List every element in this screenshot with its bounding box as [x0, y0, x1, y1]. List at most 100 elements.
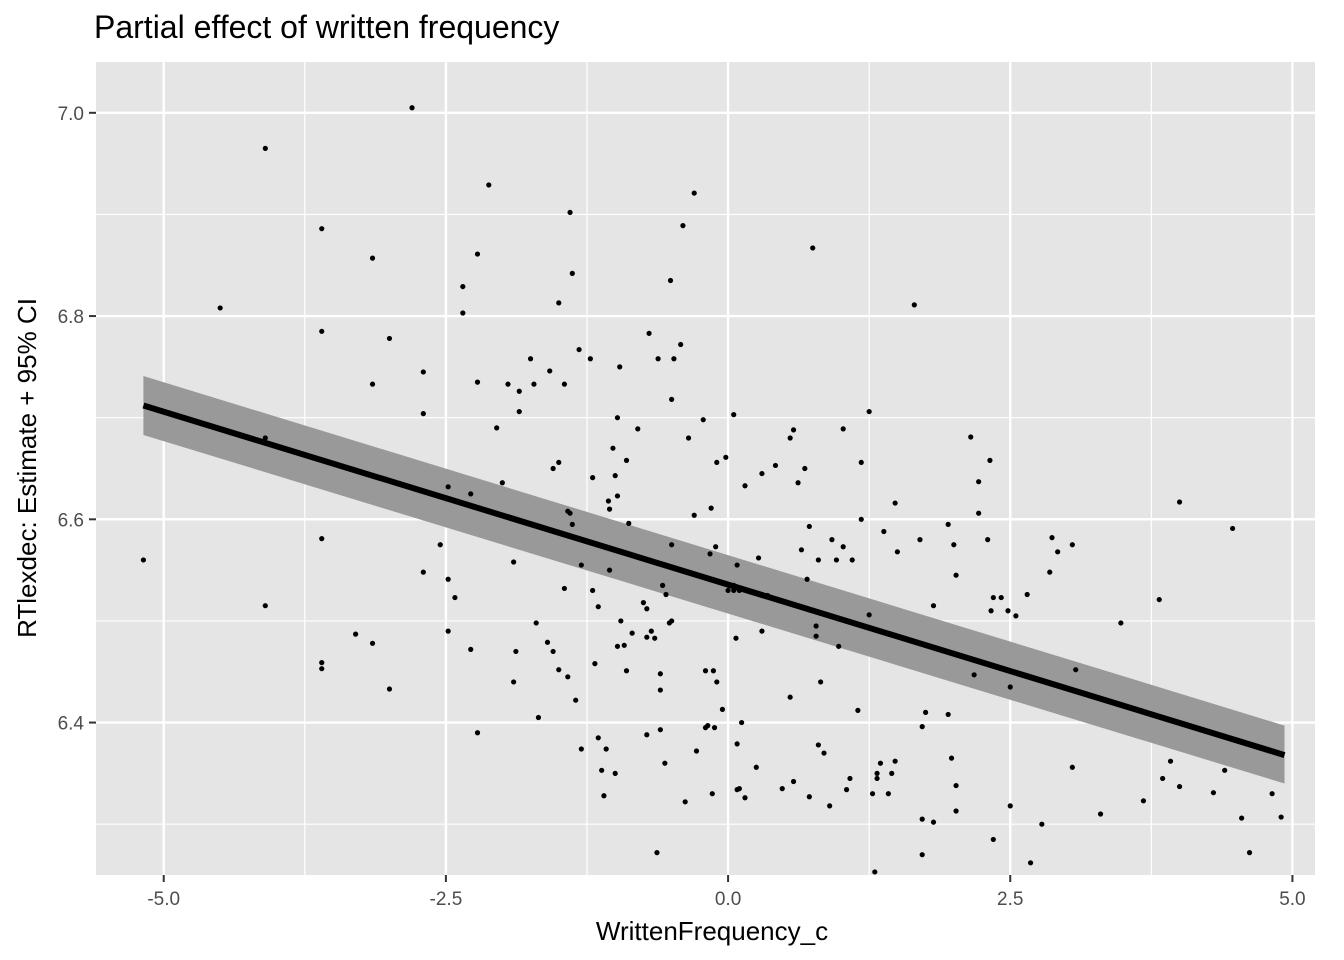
data-point — [513, 648, 519, 655]
data-point — [319, 226, 325, 232]
data-point — [945, 711, 951, 718]
x-axis-ticks: -5.0 -2.5 0.0 2.5 5.0 — [147, 875, 1306, 910]
data-point — [669, 396, 675, 402]
data-point — [858, 459, 864, 466]
data-point — [976, 510, 982, 516]
data-point — [1007, 684, 1013, 690]
data-point — [759, 628, 765, 634]
data-point — [1055, 549, 1061, 555]
data-point — [866, 612, 872, 618]
data-point — [951, 542, 957, 548]
data-point — [1073, 667, 1079, 673]
x-tick-label: -5.0 — [147, 889, 180, 910]
data-point — [618, 618, 624, 624]
data-point — [874, 775, 880, 782]
data-point — [922, 709, 929, 716]
data-point — [705, 723, 711, 729]
data-point — [847, 775, 853, 782]
data-point — [919, 724, 925, 730]
data-point — [369, 381, 376, 387]
data-point — [892, 500, 898, 506]
y-tick-label: 6.6 — [58, 510, 84, 531]
data-point — [1278, 814, 1284, 820]
data-point — [971, 672, 977, 678]
data-point — [531, 381, 537, 387]
data-point — [623, 457, 630, 463]
data-point — [353, 631, 359, 637]
data-point — [576, 346, 582, 353]
data-point — [1097, 811, 1104, 817]
data-point — [872, 869, 878, 875]
data-point — [644, 634, 650, 640]
data-point — [657, 687, 663, 693]
data-point — [623, 668, 630, 674]
data-point — [759, 470, 765, 477]
major-gridlines — [96, 62, 1315, 875]
data-point — [635, 426, 641, 432]
chart-title: Partial effect of written frequency — [94, 9, 559, 45]
data-point — [736, 786, 742, 792]
data-point — [976, 479, 982, 485]
data-point — [734, 741, 740, 747]
data-point — [590, 587, 596, 594]
data-point — [945, 521, 951, 527]
data-point — [486, 182, 492, 188]
data-point — [723, 454, 729, 460]
data-point — [1027, 860, 1034, 866]
data-point — [640, 600, 647, 606]
data-point — [1167, 758, 1174, 764]
data-point — [691, 512, 697, 518]
data-point — [787, 694, 793, 700]
data-point — [790, 778, 797, 785]
data-point — [217, 305, 223, 311]
data-point — [667, 277, 674, 284]
data-point — [802, 465, 808, 472]
data-point — [731, 412, 737, 418]
data-point — [948, 755, 955, 761]
data-point — [499, 480, 505, 486]
data-point — [614, 643, 621, 649]
data-point — [806, 523, 812, 530]
data-point — [437, 542, 443, 548]
data-point — [1049, 535, 1055, 541]
data-point — [693, 748, 700, 754]
data-point — [511, 559, 517, 565]
data-point — [840, 544, 846, 550]
data-point — [610, 445, 616, 451]
data-point — [646, 330, 652, 336]
data-point — [734, 562, 740, 568]
data-point — [881, 528, 887, 535]
data-point — [709, 791, 715, 797]
data-point — [140, 557, 147, 563]
data-point — [813, 623, 819, 629]
data-point — [804, 576, 810, 582]
data-point — [578, 562, 584, 568]
data-point — [998, 594, 1004, 601]
data-point — [578, 746, 584, 752]
data-point — [953, 782, 959, 789]
data-point — [1047, 569, 1053, 575]
data-point — [1160, 775, 1166, 782]
data-point — [691, 190, 697, 196]
data-point — [953, 572, 959, 578]
data-point — [603, 746, 609, 752]
data-point — [829, 537, 835, 543]
data-point — [1069, 764, 1075, 770]
data-point — [621, 642, 627, 648]
data-point — [990, 836, 996, 843]
data-point — [556, 459, 562, 466]
x-tick-label: 2.5 — [997, 889, 1023, 910]
data-point — [386, 686, 393, 692]
data-point — [719, 706, 726, 712]
y-tick-label: 7.0 — [58, 104, 84, 125]
data-point — [1176, 499, 1183, 505]
data-point — [919, 816, 925, 822]
data-point — [561, 585, 568, 592]
data-point — [644, 606, 650, 612]
data-point — [590, 475, 596, 481]
data-point — [409, 105, 415, 111]
data-point — [533, 620, 539, 626]
data-point — [1156, 596, 1162, 603]
data-point — [474, 379, 481, 385]
data-point — [877, 760, 884, 766]
